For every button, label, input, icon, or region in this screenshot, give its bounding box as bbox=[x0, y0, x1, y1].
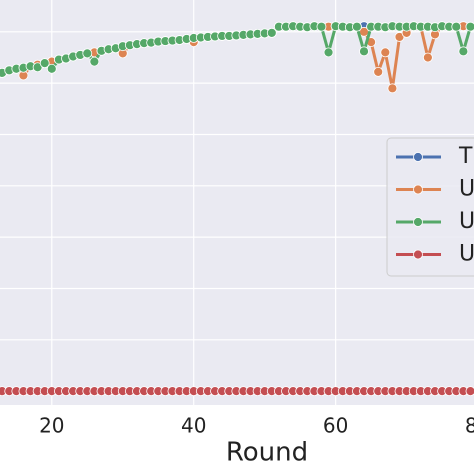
point bbox=[373, 66, 384, 77]
x-tick-label: 20 bbox=[39, 414, 64, 438]
legend-marker bbox=[413, 249, 423, 260]
legend-label: T bbox=[458, 144, 473, 169]
point bbox=[359, 46, 369, 57]
x-tick-label: 40 bbox=[181, 414, 206, 438]
legend-label: U bbox=[459, 209, 474, 234]
point bbox=[451, 21, 462, 32]
point bbox=[82, 48, 93, 59]
point bbox=[387, 83, 398, 94]
point bbox=[46, 63, 57, 74]
point bbox=[380, 47, 391, 58]
legend-marker bbox=[413, 184, 423, 195]
point bbox=[458, 46, 469, 57]
point bbox=[266, 27, 277, 38]
legend-marker bbox=[413, 152, 423, 162]
point bbox=[465, 386, 474, 397]
legend-box bbox=[386, 137, 474, 277]
point bbox=[323, 47, 334, 58]
legend-label: U bbox=[459, 242, 474, 267]
point bbox=[465, 21, 474, 32]
point bbox=[352, 21, 362, 32]
point bbox=[89, 56, 100, 67]
legend-marker bbox=[413, 217, 423, 227]
point bbox=[422, 52, 433, 63]
x-axis-label: Round bbox=[226, 438, 308, 468]
x-tick-label: 60 bbox=[323, 414, 348, 438]
x-tick-label: 80 bbox=[465, 414, 474, 438]
legend-label: U bbox=[459, 177, 474, 202]
point bbox=[316, 21, 327, 32]
point bbox=[39, 58, 50, 69]
